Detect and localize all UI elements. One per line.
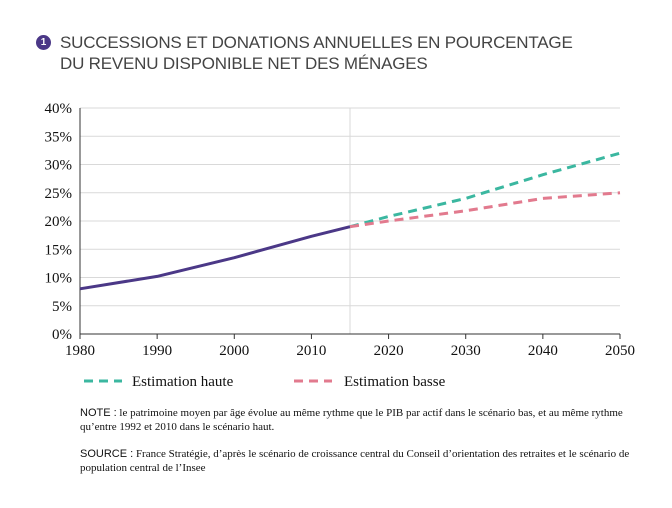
chart-title: 1 SUCCESSIONS ET DONATIONS ANNUELLES EN …	[36, 32, 573, 74]
chart-source: SOURCE : France Stratégie, d’après le sc…	[80, 447, 630, 475]
y-tick-label-4: 20%	[45, 214, 73, 230]
y-tick-label-2: 10%	[45, 271, 73, 287]
series-line-estimation-basse	[349, 191, 621, 229]
x-tick-label-5: 2030	[451, 343, 481, 359]
legend-label-0: Estimation haute	[132, 374, 234, 390]
chart-note: NOTE : le patrimoine moyen par âge évolu…	[80, 406, 630, 434]
y-tick-label-3: 15%	[45, 242, 73, 258]
x-tick-label-1: 1990	[142, 343, 172, 359]
legend-label-1: Estimation basse	[344, 374, 446, 390]
y-tick-label-1: 5%	[52, 299, 72, 315]
x-tick-label-3: 2010	[296, 343, 326, 359]
x-tick-label-2: 2000	[219, 343, 249, 359]
title-line-2: DU REVENU DISPONIBLE NET DES MÉNAGES	[60, 54, 428, 73]
x-tick-label-0: 1980	[65, 343, 95, 359]
series-line-estimation-haute	[349, 151, 621, 229]
y-tick-label-7: 35%	[45, 129, 73, 145]
y-tick-label-8: 40%	[45, 101, 73, 117]
y-tick-label-0: 0%	[52, 327, 72, 343]
y-tick-label-6: 30%	[45, 158, 73, 174]
chart-title-text: SUCCESSIONS ET DONATIONS ANNUELLES EN PO…	[60, 32, 573, 74]
note-text: le patrimoine moyen par âge évolue au mê…	[80, 407, 623, 433]
x-tick-label-6: 2040	[528, 343, 558, 359]
x-tick-label-4: 2020	[374, 343, 404, 359]
title-line-1: SUCCESSIONS ET DONATIONS ANNUELLES EN PO…	[60, 33, 573, 52]
source-label: SOURCE :	[80, 448, 134, 460]
x-tick-label-7: 2050	[605, 343, 635, 359]
series-line-historique	[79, 225, 351, 291]
figure-number-badge: 1	[36, 35, 51, 50]
source-text: France Stratégie, d’après le scénario de…	[80, 448, 630, 474]
note-label: NOTE :	[80, 407, 117, 419]
y-tick-label-5: 25%	[45, 186, 73, 202]
